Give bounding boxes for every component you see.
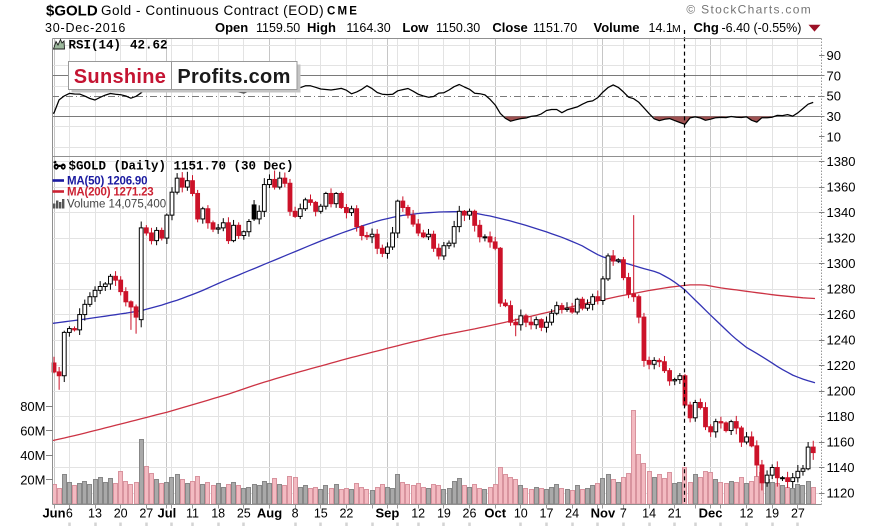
svg-text:25: 25 [237, 507, 251, 521]
svg-text:40M: 40M [20, 448, 45, 463]
svg-text:20M: 20M [20, 472, 45, 487]
svg-text:30: 30 [827, 109, 841, 124]
svg-text:Sunshine: Sunshine [74, 66, 166, 88]
svg-text:24: 24 [565, 507, 579, 521]
svg-text:27: 27 [791, 507, 805, 521]
svg-text:1220: 1220 [827, 358, 856, 373]
svg-text:18: 18 [211, 507, 225, 521]
svg-text:Close: Close [492, 20, 527, 35]
svg-text:© StockCharts.com: © StockCharts.com [686, 3, 812, 17]
svg-text:Volume 14,075,400: Volume 14,075,400 [67, 199, 166, 211]
svg-text:17: 17 [540, 507, 554, 521]
svg-text:Volume: Volume [594, 20, 640, 35]
svg-text:11: 11 [186, 507, 199, 521]
svg-text:14.1: 14.1 [649, 21, 673, 35]
svg-text:10: 10 [514, 507, 528, 521]
svg-text:60M: 60M [20, 423, 45, 438]
svg-text:7: 7 [620, 507, 627, 521]
svg-text:Dec: Dec [699, 506, 723, 521]
svg-text:1340: 1340 [827, 205, 856, 220]
svg-text:12: 12 [411, 507, 425, 521]
svg-text:20: 20 [114, 507, 128, 521]
svg-text:19: 19 [437, 507, 451, 521]
svg-text:1140: 1140 [827, 460, 855, 475]
svg-text:12: 12 [740, 507, 754, 521]
svg-text:High: High [307, 20, 336, 35]
svg-text:RSI(14): RSI(14) [69, 39, 122, 53]
svg-text:14: 14 [642, 507, 656, 521]
svg-text:$GOLD (Daily) 1151.70 (30 Dec): $GOLD (Daily) 1151.70 (30 Dec) [69, 160, 294, 174]
svg-text:1164.30: 1164.30 [346, 21, 390, 35]
svg-text:19: 19 [765, 507, 779, 521]
svg-text:Sep: Sep [375, 506, 399, 521]
svg-text:42.62: 42.62 [130, 39, 168, 53]
svg-text:1160: 1160 [827, 435, 855, 450]
svg-text:1360: 1360 [827, 180, 856, 195]
svg-text:Jun: Jun [42, 506, 65, 521]
svg-text:M: M [672, 23, 681, 35]
svg-text:Jul: Jul [158, 506, 177, 521]
svg-text:$GOLD: $GOLD [46, 3, 98, 20]
svg-text:1280: 1280 [827, 282, 856, 297]
svg-text:1260: 1260 [827, 307, 856, 322]
svg-text:Low: Low [402, 20, 429, 35]
svg-text:1151.70: 1151.70 [533, 21, 577, 35]
svg-text:26: 26 [463, 507, 477, 521]
svg-text:Nov: Nov [591, 506, 616, 521]
svg-text:1150.30: 1150.30 [436, 21, 480, 35]
svg-text:Gold - Continuous Contract (EO: Gold - Continuous Contract (EOD) [101, 3, 324, 18]
svg-text:1180: 1180 [827, 409, 855, 424]
svg-text:Oct: Oct [484, 506, 506, 521]
svg-text:70: 70 [827, 68, 841, 83]
svg-text:80M: 80M [20, 399, 45, 414]
svg-text:Profits.com: Profits.com [177, 66, 290, 88]
svg-text:22: 22 [339, 507, 353, 521]
svg-text:13: 13 [88, 507, 102, 521]
svg-text:1380: 1380 [827, 154, 856, 169]
svg-text:30-Dec-2016: 30-Dec-2016 [45, 21, 126, 35]
svg-text:MA(50) 1206.90: MA(50) 1206.90 [67, 176, 147, 188]
svg-text:1320: 1320 [827, 231, 856, 246]
svg-text:10: 10 [827, 129, 841, 144]
svg-text:Chg: Chg [694, 20, 719, 35]
svg-text:1200: 1200 [827, 384, 856, 399]
svg-text:Aug: Aug [257, 506, 282, 521]
svg-text:50: 50 [827, 89, 841, 104]
svg-text:1240: 1240 [827, 333, 856, 348]
svg-text:21: 21 [668, 507, 682, 521]
svg-text:Open: Open [215, 20, 248, 35]
svg-text:6: 6 [66, 507, 73, 521]
svg-text:-6.40 (-0.55%): -6.40 (-0.55%) [722, 21, 802, 35]
svg-text:1159.50: 1159.50 [256, 21, 300, 35]
svg-text:8: 8 [292, 507, 299, 521]
svg-text:27: 27 [139, 507, 153, 521]
svg-text:1300: 1300 [827, 256, 856, 271]
svg-text:CME: CME [327, 6, 359, 18]
svg-text:1120: 1120 [827, 486, 855, 501]
svg-text:MA(200) 1271.23: MA(200) 1271.23 [67, 187, 154, 199]
svg-text:15: 15 [314, 507, 328, 521]
svg-text:90: 90 [827, 48, 841, 63]
